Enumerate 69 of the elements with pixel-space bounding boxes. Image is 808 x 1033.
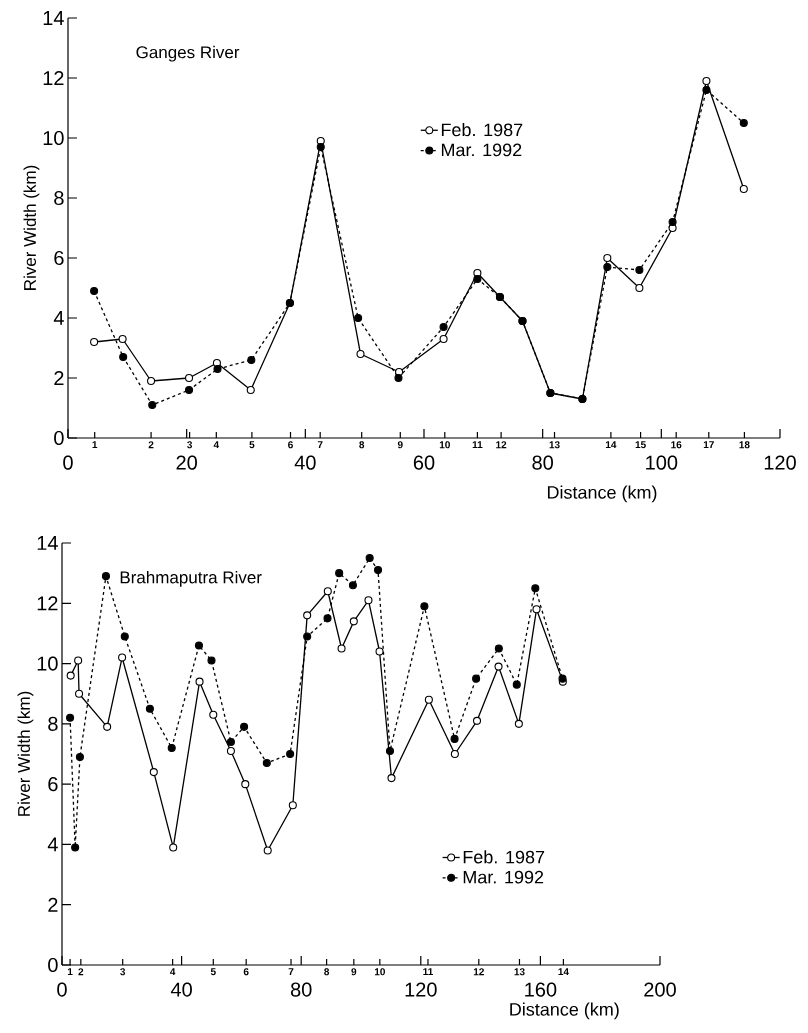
text: 6 <box>243 968 249 976</box>
text: 1 <box>67 968 73 976</box>
text: 8 <box>324 968 330 976</box>
x-tick-label: 60 <box>413 455 435 470</box>
text: 12 <box>496 441 507 449</box>
text: 3 <box>187 441 193 449</box>
y-tick-label: 10 <box>37 656 58 671</box>
text: 10 <box>439 441 450 449</box>
y-tick-label: 12 <box>37 596 58 611</box>
text: 14 <box>558 968 569 976</box>
y-tick-label: 14 <box>37 536 58 550</box>
x-tick-label: 80 <box>290 982 312 997</box>
y-tick-label: 4 <box>53 311 64 325</box>
text: 17 <box>703 441 714 449</box>
text: 9 <box>397 441 403 449</box>
text: 6 <box>288 441 293 449</box>
x-tick-label: 120 <box>764 455 796 470</box>
y-tick-label: 4 <box>47 837 58 852</box>
text: 2 <box>78 968 84 976</box>
y-tick-label: 0 <box>54 430 64 446</box>
legend-label: Feb. 1987 <box>441 122 523 137</box>
legend-label: Mar. 1992 <box>441 143 522 157</box>
text: 13 <box>514 968 525 976</box>
y-tick-label: 8 <box>48 716 58 731</box>
text: 15 <box>635 441 646 449</box>
text: 4 <box>213 441 220 449</box>
y-tick-label: 0 <box>48 957 58 973</box>
text: 3 <box>120 968 126 976</box>
y-tick-label: 8 <box>54 190 64 206</box>
x-axis-title: Distance (km) <box>547 485 657 503</box>
y-tick-label: 6 <box>54 250 64 266</box>
x-tick-label: 20 <box>176 455 197 470</box>
y-tick-label: 10 <box>43 130 64 146</box>
x-tick-label: 120 <box>405 982 437 997</box>
legend-label: Feb. 1987 <box>463 850 545 864</box>
x-tick-label: 160 <box>525 982 557 997</box>
y-tick-label: 14 <box>43 11 64 25</box>
y-tick-label: 12 <box>43 71 64 85</box>
text: Brahmaputra River <box>120 570 262 587</box>
y-tick-label: 2 <box>48 897 58 912</box>
text: 11 <box>423 968 433 976</box>
text: Ganges River <box>136 45 240 62</box>
y-axis-title: River Width (km) <box>17 691 34 816</box>
x-tick-label: 200 <box>644 982 676 997</box>
text: 8 <box>359 441 365 449</box>
text: 4 <box>170 968 176 976</box>
text: 9 <box>351 968 357 976</box>
text: 5 <box>249 441 255 449</box>
text: 13 <box>549 441 560 449</box>
text: 7 <box>288 968 294 976</box>
text: 12 <box>473 968 484 976</box>
x-tick-label: 80 <box>532 455 553 470</box>
x-tick-label: 40 <box>294 455 316 470</box>
legend-label: Mar. 1992 <box>463 870 544 884</box>
y-tick-label: 6 <box>48 777 58 792</box>
x-axis-title: Distance (km) <box>510 1002 619 1020</box>
text: 11 <box>472 441 483 449</box>
text: 10 <box>374 968 385 976</box>
y-axis-title: River Width (km) <box>23 165 40 290</box>
text: 5 <box>210 968 216 976</box>
text: 1 <box>92 441 98 449</box>
text: 7 <box>317 441 323 449</box>
y-tick-label: 2 <box>54 371 64 385</box>
text: 16 <box>671 441 682 449</box>
x-tick-label: 40 <box>170 982 192 997</box>
x-tick-label: 100 <box>646 455 678 470</box>
text: 2 <box>148 441 154 449</box>
text: 18 <box>739 441 750 449</box>
text: 14 <box>605 441 617 449</box>
